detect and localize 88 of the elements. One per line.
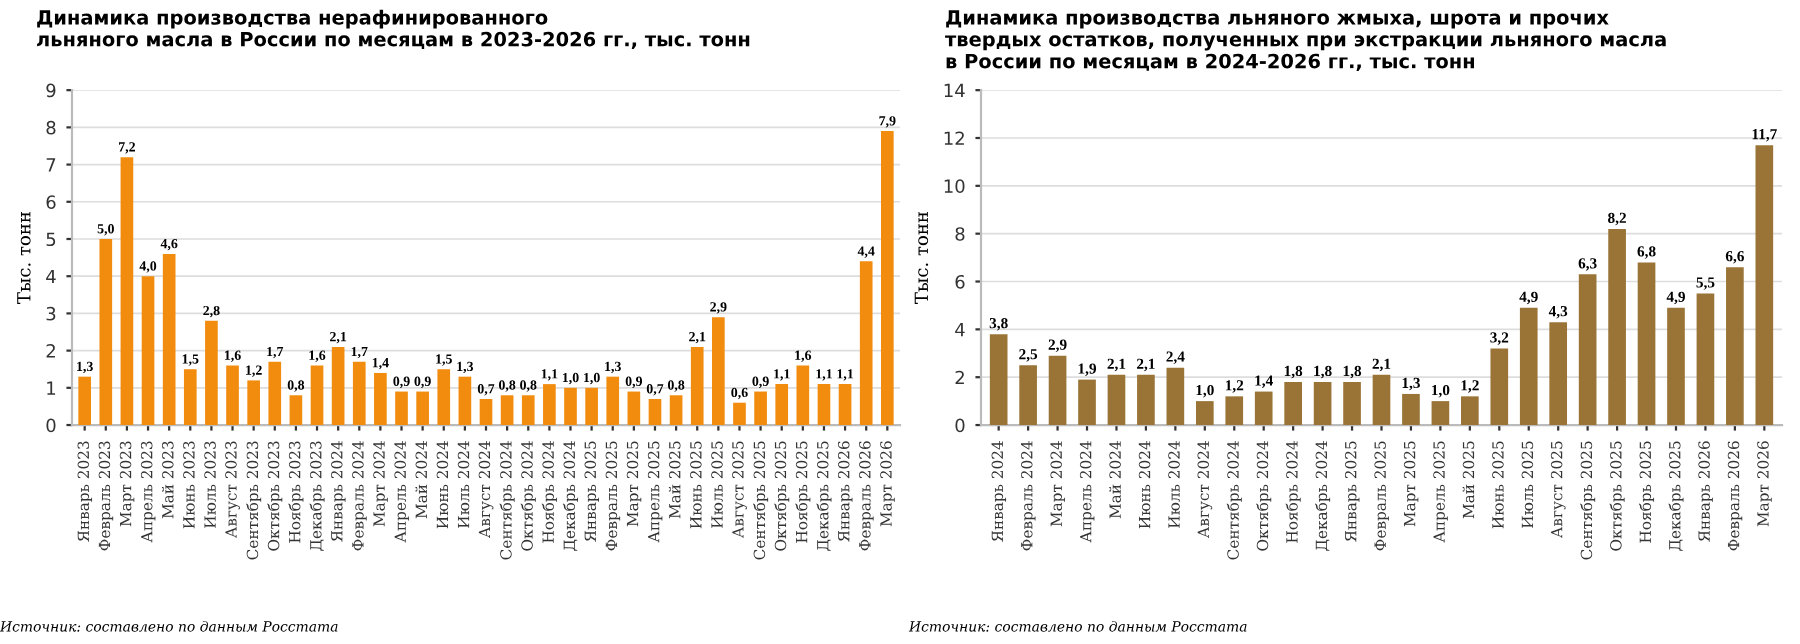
bar [1048,355,1067,426]
y-tick-label: 2 [46,344,55,358]
bar [1461,396,1479,426]
bar [437,369,451,426]
y-tick-label: 12 [944,131,964,145]
bar [521,395,535,426]
bar [268,361,282,426]
bar [289,395,303,426]
bar [796,365,810,426]
bar [1019,365,1037,426]
bar [989,334,1008,426]
bar [1107,374,1126,426]
bar [1431,401,1450,426]
bar [1254,391,1273,426]
y-axis-title: Тыс. тонн [914,212,929,304]
bar [880,131,894,426]
y-tick-label: 0 [955,418,965,433]
bar [669,395,683,426]
bar [754,391,767,426]
bar [1637,262,1656,426]
y-tick-label: 4 [955,323,965,337]
y-tick-label: 10 [944,179,965,193]
y-tick-label: 2 [955,370,964,385]
bar [775,384,789,426]
bar [247,380,260,426]
bar [205,320,218,426]
chart-title: Динамика производства нерафинированного льняного масла в России по месяцам в 2023-2026 гг., тыс. тонн [37,9,750,49]
bar [543,384,556,426]
bar [1490,348,1509,426]
bar [1284,381,1302,426]
y-tick-label: 7 [46,158,56,172]
bar [183,369,197,426]
bar [690,346,704,426]
y-tick-label: 0 [46,418,56,433]
bar [838,384,852,426]
bar [500,395,514,426]
bar [1078,379,1096,426]
bar [585,387,598,426]
bar [479,398,493,426]
bar [1549,322,1568,426]
y-tick-label: 1 [47,381,56,395]
bar [416,391,429,426]
bar [817,384,831,426]
y-axis-title: Тыс. тонн [17,212,31,304]
bar [1137,374,1155,426]
bar [1166,367,1185,426]
bar [374,372,387,426]
bar [458,376,472,426]
bar [1195,401,1214,426]
bar [162,253,176,426]
y-tick-label: 9 [46,83,56,98]
bar [564,387,577,426]
bar [1755,145,1774,426]
bar [226,365,239,426]
bar [331,346,345,426]
y-tick-label: 3 [46,306,56,321]
bar [1608,228,1626,426]
bar [310,365,324,426]
bar [1402,393,1420,426]
bar [1578,274,1597,426]
bar [141,276,155,426]
bar [120,157,134,426]
bar [859,261,873,426]
bar [1726,267,1744,426]
y-tick-label: 8 [955,227,965,241]
bar [1696,293,1715,426]
y-tick-label: 6 [955,274,965,289]
bar [606,376,620,426]
y-tick-label: 8 [46,120,56,135]
y-tick-label: 14 [944,83,965,98]
bar [99,239,113,426]
bar [1372,374,1391,426]
bar [1667,307,1685,426]
bar [395,391,408,426]
y-tick-label: 4 [46,269,56,284]
bar [352,361,366,426]
bar [1313,381,1332,426]
bar [733,402,746,426]
chart-title: Динамика производства льняного жмыха, шрота и прочих твердых остатков, полученных при экстракции льняного масла в России по месяцам в 2024-2026 гг., тыс. тонн [945,10,1666,71]
bar [1225,396,1244,426]
bar [78,376,92,426]
bar [1519,307,1538,426]
y-tick-label: 5 [46,232,56,247]
bar [627,391,641,426]
y-tick-label: 6 [46,195,56,209]
bar [648,398,662,426]
bar [712,317,725,426]
bar [1343,381,1361,426]
